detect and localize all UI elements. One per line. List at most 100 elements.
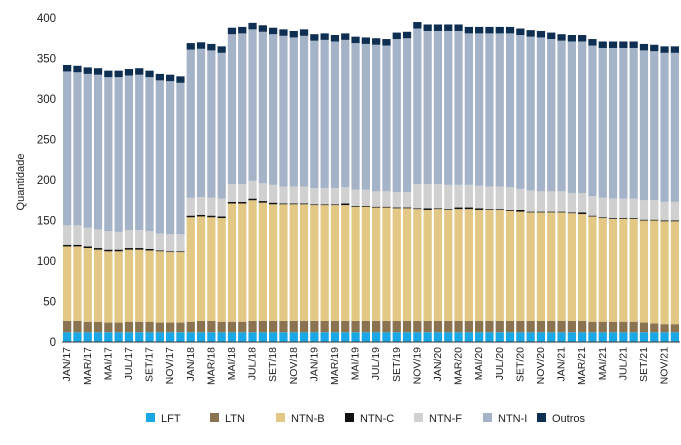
bar-segment-ltn bbox=[578, 320, 587, 333]
bar-segment-ntn-f bbox=[557, 191, 566, 212]
bar-segment-ltn bbox=[341, 320, 350, 333]
x-tick-label: JUL/20 bbox=[494, 347, 506, 380]
bar-segment-lft bbox=[166, 332, 175, 342]
bar-segment-ltn bbox=[526, 320, 535, 333]
x-tick-label: NOV/21 bbox=[659, 347, 671, 385]
bar-stack bbox=[217, 46, 226, 342]
bar-segment-ltn bbox=[598, 321, 607, 333]
bar-segment-lft bbox=[382, 332, 391, 342]
bar-segment-ntn-c bbox=[608, 218, 618, 219]
bar-segment-ntn-b bbox=[114, 251, 123, 323]
bar-segment-ntn-i bbox=[619, 47, 628, 199]
x-tick-label: MAI/21 bbox=[597, 347, 609, 380]
bar-segment-ntn-c bbox=[485, 209, 494, 210]
bar-segment-ntn-b bbox=[289, 204, 298, 321]
bar-segment-ntn-b bbox=[227, 203, 237, 322]
bar-segment-lft bbox=[330, 332, 340, 342]
bar-stack bbox=[536, 30, 546, 342]
bar-segment-ntn-b bbox=[269, 204, 278, 321]
bar-segment-ntn-c bbox=[526, 211, 535, 213]
bar-segment-ntn-c bbox=[413, 208, 422, 210]
bar-segment-ntn-b bbox=[166, 252, 175, 323]
bar-segment-lft bbox=[217, 332, 226, 342]
bar-segment-outros bbox=[670, 46, 679, 53]
bar-segment-ntn-c bbox=[227, 201, 237, 204]
bar-segment-ntn-b bbox=[186, 217, 195, 322]
bar-segment-outros bbox=[93, 68, 103, 75]
bar-segment-ntn-b bbox=[526, 212, 535, 321]
bar-segment-ltn bbox=[135, 321, 144, 333]
bar-segment-ntn-i bbox=[124, 75, 134, 231]
bar-segment-outros bbox=[258, 25, 267, 32]
bar-stack bbox=[444, 24, 453, 342]
bar-segment-ntn-c bbox=[166, 251, 175, 253]
bar-segment-lft bbox=[299, 332, 309, 342]
bar-segment-ntn-c bbox=[299, 203, 309, 205]
x-tick-label: SET/17 bbox=[144, 347, 156, 382]
bar-segment-ntn-f bbox=[217, 198, 226, 217]
bar-segment-ntn-f bbox=[227, 184, 237, 202]
x-tick-label: MAR/20 bbox=[453, 347, 465, 385]
bar-segment-ntn-b bbox=[660, 221, 669, 325]
y-axis: 0 50 100 150 200 250 300 350 400 bbox=[37, 13, 56, 349]
bar-stack bbox=[608, 41, 618, 342]
bar-segment-ntn-i bbox=[258, 31, 267, 184]
bar-stack bbox=[248, 22, 257, 342]
bar-segment-outros bbox=[217, 46, 226, 53]
bar-segment-ntn-f bbox=[382, 191, 391, 207]
bar-stack bbox=[650, 44, 659, 342]
bar-segment-outros bbox=[578, 35, 587, 42]
bar-segment-ntn-b bbox=[155, 251, 164, 323]
bar-segment-lft bbox=[526, 332, 535, 342]
bar-segment-ntn-b bbox=[536, 212, 546, 321]
bar-segment-ntn-f bbox=[444, 184, 453, 210]
bar-segment-ltn bbox=[248, 320, 257, 333]
bar-stack bbox=[145, 70, 154, 342]
bar-segment-ntn-f bbox=[588, 196, 597, 216]
bar-segment-ntn-i bbox=[567, 41, 576, 193]
bar-segment-ntn-f bbox=[526, 190, 535, 212]
bar-segment-ntn-i bbox=[330, 41, 340, 189]
bar-segment-ntn-i bbox=[578, 41, 587, 193]
bar-segment-ntn-b bbox=[135, 249, 144, 322]
bar-segment-outros bbox=[361, 37, 370, 44]
bar-segment-ntn-b bbox=[650, 220, 659, 324]
bar-segment-ntn-b bbox=[196, 216, 206, 321]
bar-segment-lft bbox=[475, 332, 484, 342]
bar-segment-ltn bbox=[279, 320, 288, 333]
bar-stack bbox=[598, 41, 607, 342]
bar-segment-ltn bbox=[166, 322, 175, 333]
bar-segment-ntn-f bbox=[423, 184, 432, 209]
bar-segment-ntn-b bbox=[351, 206, 360, 321]
bar-stack bbox=[670, 46, 679, 342]
bar-segment-ntn-b bbox=[629, 218, 638, 322]
bar-segment-ntn-c bbox=[619, 218, 628, 219]
bar-segment-ntn-i bbox=[485, 33, 494, 187]
bar-segment-outros bbox=[289, 30, 298, 38]
bar-segment-lft bbox=[598, 332, 607, 342]
x-tick-label: JAN/20 bbox=[432, 347, 444, 382]
bar-segment-ltn bbox=[145, 321, 154, 333]
bar-segment-ntn-c bbox=[578, 212, 587, 215]
bars bbox=[63, 22, 679, 342]
bar-segment-ntn-b bbox=[547, 212, 556, 321]
bar-segment-ntn-f bbox=[248, 180, 257, 199]
bar-segment-ltn bbox=[557, 320, 566, 333]
bar-segment-ntn-c bbox=[372, 206, 381, 208]
bar-stack bbox=[639, 43, 649, 342]
bar-segment-lft bbox=[402, 332, 412, 342]
bar-segment-ntn-f bbox=[269, 184, 278, 203]
bar-segment-ltn bbox=[320, 320, 329, 333]
bar-segment-outros bbox=[433, 24, 443, 31]
y-tick-label: 150 bbox=[37, 216, 56, 228]
bar-segment-ntn-f bbox=[598, 197, 607, 218]
bar-segment-outros bbox=[557, 34, 566, 41]
bar-segment-outros bbox=[372, 38, 381, 45]
bar-stack bbox=[526, 30, 535, 342]
bar-stack bbox=[299, 29, 309, 342]
bar-segment-ntn-f bbox=[361, 189, 370, 206]
bar-stack bbox=[516, 28, 525, 342]
bar-segment-lft bbox=[279, 332, 288, 342]
bar-segment-ltn bbox=[619, 321, 628, 333]
bar-segment-outros bbox=[423, 24, 432, 31]
